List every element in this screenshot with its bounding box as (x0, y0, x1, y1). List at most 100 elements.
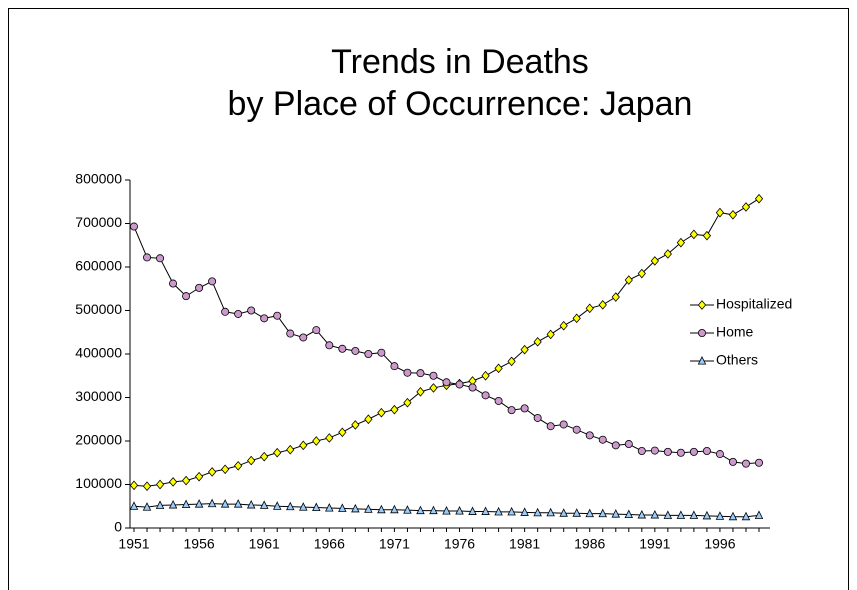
x-tick-label: 1951 (118, 536, 149, 552)
marker (572, 508, 581, 517)
marker (676, 510, 686, 519)
marker (220, 499, 230, 508)
marker (689, 510, 699, 519)
marker (698, 328, 707, 337)
marker (611, 509, 621, 518)
marker (416, 505, 425, 515)
marker (312, 502, 321, 512)
marker (208, 277, 217, 286)
marker (390, 504, 399, 514)
legend-label: Others (716, 352, 758, 368)
marker (702, 230, 712, 241)
marker (429, 383, 438, 393)
marker (585, 431, 594, 440)
marker (598, 300, 607, 310)
marker (755, 458, 764, 467)
marker (207, 467, 217, 477)
marker (663, 249, 672, 259)
marker (338, 503, 347, 512)
marker (624, 275, 633, 285)
legend-label: Hospitalized (716, 296, 792, 312)
marker (442, 506, 451, 515)
marker (702, 447, 711, 456)
marker (494, 396, 503, 405)
marker (697, 300, 707, 310)
marker (533, 337, 542, 347)
marker (468, 383, 477, 392)
marker (572, 425, 581, 434)
marker (325, 502, 334, 512)
chart-frame (8, 8, 849, 590)
marker (741, 459, 750, 468)
marker (234, 460, 243, 471)
marker (697, 356, 707, 365)
marker (416, 387, 425, 397)
x-tick-label: 1996 (704, 536, 735, 552)
marker (351, 503, 360, 513)
marker (286, 444, 295, 455)
marker (572, 313, 581, 324)
marker (195, 283, 204, 292)
y-tick-label: 300000 (75, 388, 122, 404)
marker (377, 504, 386, 514)
marker (299, 440, 308, 451)
marker (390, 362, 399, 371)
marker (520, 507, 529, 516)
marker (728, 457, 737, 466)
x-tick-label: 1976 (444, 536, 475, 552)
marker (325, 341, 334, 350)
x-tick-label: 1966 (314, 536, 345, 552)
y-tick-label: 600000 (75, 258, 122, 274)
marker (273, 311, 282, 320)
marker (260, 314, 269, 323)
marker (624, 440, 633, 449)
y-tick-label: 700000 (75, 214, 122, 230)
marker (233, 499, 243, 508)
marker (403, 368, 412, 377)
marker (429, 371, 438, 380)
marker (507, 406, 516, 415)
marker (507, 356, 516, 367)
marker (207, 498, 217, 508)
marker (455, 380, 464, 389)
marker (481, 506, 490, 515)
marker (741, 511, 751, 521)
marker (272, 501, 282, 510)
marker (234, 309, 243, 318)
marker (351, 346, 360, 355)
marker (598, 508, 607, 518)
marker (637, 447, 646, 456)
marker (156, 254, 165, 263)
marker (390, 404, 399, 415)
marker (455, 506, 464, 515)
marker (142, 502, 152, 511)
marker (442, 378, 451, 387)
marker (728, 511, 738, 521)
marker (351, 420, 360, 430)
marker (650, 446, 659, 455)
marker (585, 303, 594, 314)
marker (338, 344, 347, 353)
y-tick-label: 500000 (75, 301, 122, 317)
marker (259, 500, 269, 509)
marker (194, 499, 204, 508)
marker (533, 413, 542, 422)
y-tick-label: 400000 (75, 345, 122, 361)
marker (260, 451, 269, 462)
marker (624, 509, 634, 519)
marker (377, 407, 386, 418)
marker (559, 320, 568, 331)
marker (325, 433, 334, 443)
marker (468, 506, 477, 515)
marker (416, 369, 425, 378)
marker (676, 237, 686, 248)
marker (364, 414, 373, 425)
marker (273, 447, 282, 458)
marker (585, 508, 594, 518)
marker (663, 510, 673, 519)
chart-title: Trends in Deaths (331, 43, 589, 81)
marker (650, 256, 659, 266)
marker (403, 397, 412, 408)
y-tick-label: 200000 (75, 432, 122, 448)
